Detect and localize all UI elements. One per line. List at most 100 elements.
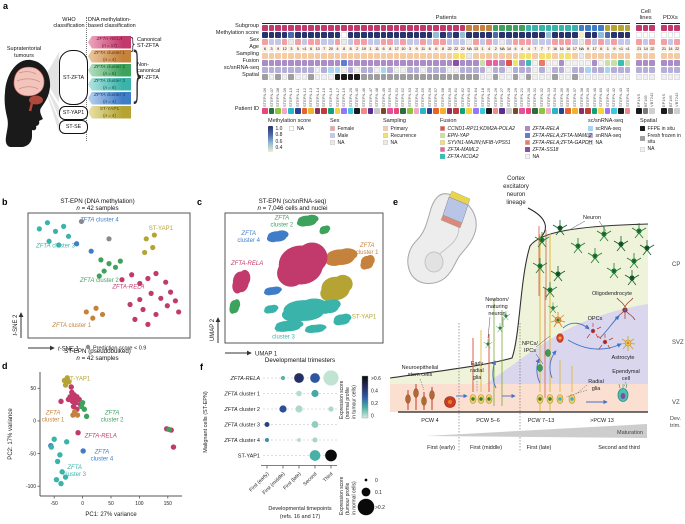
cell-patient-id: [611, 108, 618, 114]
cell-age: 6: [598, 46, 604, 52]
cell-methylation: [374, 32, 380, 38]
heatmap-group-header: Patients: [262, 8, 631, 24]
cell-age: 3: [288, 46, 294, 52]
cell-spatial: [407, 74, 413, 80]
cell-subgroup: [440, 25, 446, 31]
meth-class-n: (n = 4): [103, 98, 116, 104]
cell-sex: [565, 39, 571, 45]
svg-text:Astrocyte: Astrocyte: [612, 355, 635, 361]
svg-text:Newborn/: Newborn/: [485, 297, 509, 303]
patient-id-label: STEPN-38: [578, 87, 584, 107]
cell-rna: [446, 67, 453, 73]
patient-id-label: EP1NS: [661, 93, 667, 107]
heatmap-column: 3 STEPN-10: [288, 25, 294, 115]
cell-sampling: [380, 53, 387, 59]
heatmap-column: <1 STEPN-44: [624, 25, 631, 115]
legend-item: Primary: [383, 126, 416, 132]
lineage-arrows: [456, 315, 622, 405]
cell-fusion: [281, 60, 288, 66]
cell-fusion: [486, 60, 492, 66]
cell-subgroup: [636, 25, 642, 31]
legend-swatch: [588, 140, 593, 146]
cell-rna: [565, 67, 571, 73]
noncanonical-brace: }: [129, 40, 147, 109]
cell-patient-id: [453, 108, 459, 114]
legend-swatch: [383, 140, 388, 146]
cluster-label: cluster 1: [42, 417, 65, 423]
cell-methylation: [380, 32, 387, 38]
heatmap-column: 16 STEPN-36: [565, 25, 571, 115]
cell-rna: [367, 67, 374, 73]
cell-spatial: [505, 74, 512, 80]
cell-methylation: [512, 32, 519, 38]
cell-methylation: [618, 32, 624, 38]
cell-subgroup: [585, 25, 591, 31]
legend-label: ZFTA-SS18: [532, 146, 559, 153]
svz-label: SVZ: [672, 340, 684, 346]
cell-fusion: [341, 60, 347, 66]
patient-id-label: STEPN-26: [492, 87, 498, 107]
cell-sex: [262, 39, 268, 45]
patient-id-label: STEPN-51: [393, 87, 399, 107]
heatmap-column: 8 STEPN-20: [347, 25, 354, 115]
cell-sampling: [674, 53, 680, 59]
heatmap-column: 14 BT165: [667, 25, 674, 115]
cell-subgroup: [413, 25, 420, 31]
dotplot-dot: [311, 389, 319, 398]
cell-fusion: [426, 60, 433, 66]
legend-label: SYVN1-MAJIN;NFIB-VPS51: [447, 139, 511, 146]
cell-patient-id: [674, 108, 680, 114]
cell-sampling: [618, 53, 624, 59]
cell-sex: [552, 39, 558, 45]
legend-title: Sampling: [383, 118, 406, 124]
cell-sampling: [649, 53, 656, 59]
cell-patient-id: [492, 108, 499, 114]
cell-sampling: [492, 53, 499, 59]
cell-rna: [532, 67, 538, 73]
cell-rna: [294, 67, 301, 73]
canonical-brace: }: [130, 33, 136, 53]
cell-age: 22: [459, 46, 466, 52]
cell-subgroup: [367, 25, 374, 31]
cell-fusion: [459, 60, 466, 66]
patient-id-label: STEPN-47: [367, 87, 373, 107]
who-box-st-se: ST-SE: [59, 120, 88, 134]
x-axis-label: t-SNE 1: [58, 347, 80, 353]
cell-methylation: [426, 32, 433, 38]
dotplot-row-label: ZFTA cluster 2: [223, 407, 260, 413]
heatmap-column: 22 STEPN-59: [446, 25, 453, 115]
umap-blob: [366, 254, 375, 265]
umap-blob: [333, 318, 344, 326]
legend-label: NA: [532, 153, 540, 160]
legend-label: ZFTA-RELA: [532, 125, 560, 132]
scatter-point: [53, 476, 60, 483]
cell-methylation: [492, 32, 499, 38]
cell-spatial: [334, 74, 341, 80]
patient-id-label: VBT242: [674, 92, 680, 107]
cell-rna: [440, 67, 446, 73]
cell-patient-id: [275, 108, 281, 114]
scatter-point: [76, 396, 82, 403]
dotplot-dot: [280, 375, 286, 381]
cell-subgroup: [611, 25, 618, 31]
heatmap-column: 5 STEPN-11: [294, 25, 301, 115]
cp-neurons: [532, 219, 655, 300]
cell-rna: [275, 67, 281, 73]
patient-id-label: STEPN-11: [294, 88, 300, 107]
cell-patient-id: [459, 108, 466, 114]
cell-sex: [347, 39, 354, 45]
cell-age: 3: [407, 46, 413, 52]
cell-fusion: [578, 60, 585, 66]
heatmap-row-label: Subgroup: [235, 23, 259, 29]
cell-subgroup: [604, 25, 611, 31]
cell-rna: [288, 67, 294, 73]
cell-fusion: [380, 60, 387, 66]
scatter-point: [62, 474, 69, 480]
y-tick-label: 0: [33, 419, 36, 425]
cell-rna: [347, 67, 354, 73]
cell-sampling: [453, 53, 459, 59]
cell-methylation: [459, 32, 466, 38]
scatter-point: [54, 458, 61, 465]
legend-label: EPN-YAP: [447, 132, 470, 139]
cell-spatial: [314, 74, 321, 80]
